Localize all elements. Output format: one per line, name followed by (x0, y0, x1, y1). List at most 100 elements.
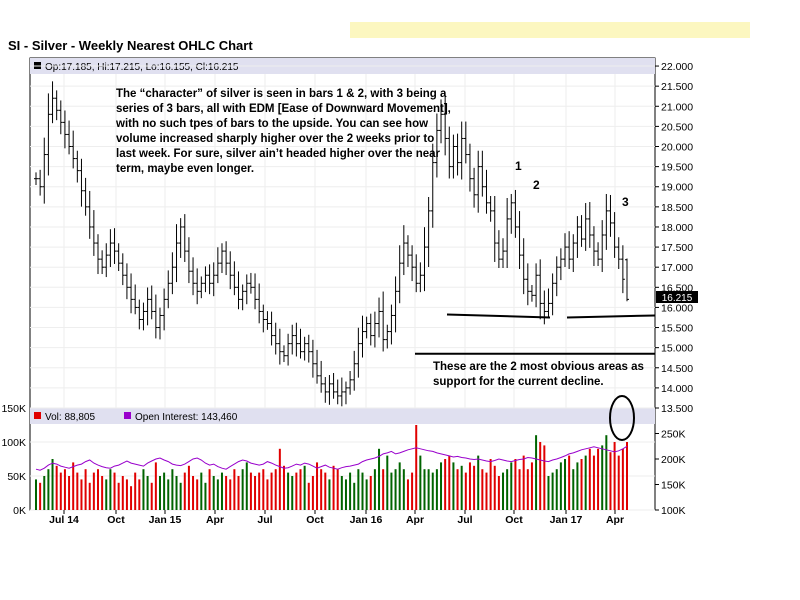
bar-label-2: 2 (533, 178, 540, 192)
volume-bar (262, 469, 265, 510)
ohlc-bar (521, 238, 526, 295)
ohlc-bar (434, 113, 439, 178)
volume-bar (187, 465, 190, 510)
volume-bar (530, 462, 533, 510)
volume-bar (249, 472, 252, 510)
ohlc-bar (397, 245, 402, 304)
volume-bar (311, 476, 314, 510)
ohlc-bar (302, 336, 307, 361)
volume-bar (183, 472, 186, 510)
last-price-label: 16.215 (662, 293, 693, 304)
ohlc-bar (290, 324, 295, 355)
volume-bar (179, 482, 182, 510)
price-y-tick-label: 17.500 (661, 242, 693, 254)
annotation-main: The “character” of silver is seen in bar… (116, 88, 451, 175)
volume-bar (613, 442, 616, 510)
ohlc-bar (298, 328, 303, 359)
x-tick-label: Jan 16 (350, 514, 383, 526)
volume-bar (175, 476, 178, 510)
volume-y-tick-label: 50K (7, 471, 26, 483)
oi-y-tick-label: 250K (661, 429, 686, 441)
ohlc-bar (352, 350, 357, 391)
volume-bar (125, 479, 128, 510)
ohlc-bar (145, 287, 150, 326)
ohlc-bar (546, 288, 551, 319)
ohlc-bar (327, 375, 332, 405)
price-y-tick-label: 20.000 (661, 142, 693, 154)
volume-bar (477, 455, 480, 510)
ohlc-bar (42, 137, 47, 204)
ohlc-bar (100, 250, 105, 275)
ohlc-bar (430, 143, 435, 228)
ohlc-bar (534, 263, 539, 308)
volume-bar (592, 455, 595, 510)
ohlc-bar (616, 237, 621, 270)
volume-bar (539, 442, 542, 510)
annotation-support: These are the 2 most obvious areas as su… (433, 361, 644, 388)
ohlc-bar (244, 274, 249, 305)
volume-bar (535, 435, 538, 510)
ohlc-bar (579, 215, 584, 247)
ohlc-bar (157, 307, 162, 340)
volume-bar (254, 476, 257, 510)
volume-bar (526, 469, 529, 510)
volume-bar (130, 486, 133, 510)
ohlc-bar (529, 284, 534, 302)
ohlc-bar (286, 333, 291, 366)
ohlc-bar (112, 228, 117, 264)
volume-bar (626, 442, 628, 510)
ohlc-bar (186, 237, 191, 284)
ohlc-bar (571, 234, 576, 273)
ohlc-bar (389, 304, 394, 345)
ohlc-bar (191, 257, 196, 296)
ohlc-bar (203, 266, 208, 293)
volume-bar (200, 472, 203, 510)
volume-bar (448, 455, 451, 510)
x-tick-label: Oct (306, 514, 324, 526)
x-tick-label: Jul (457, 514, 472, 526)
ohlc-bar (75, 150, 80, 183)
ohlc-bar (91, 210, 96, 256)
volume-bar (365, 479, 368, 510)
volume-bar (415, 425, 418, 510)
volume-bar (303, 465, 306, 510)
ohlc-bar (443, 95, 448, 156)
x-tick-label: Jul (257, 514, 272, 526)
volume-bar (307, 482, 310, 510)
volume-bar (63, 469, 66, 510)
price-y-tick-label: 16.000 (661, 302, 693, 314)
volume-header-bar (30, 408, 655, 424)
ohlc-bar (459, 121, 464, 180)
oi-y-tick-label: 150K (661, 480, 686, 492)
price-y-tick-label: 15.000 (661, 343, 693, 355)
volume-bar (88, 482, 91, 510)
volume-bar (258, 472, 261, 510)
ohlc-bar (331, 373, 336, 399)
ohlc-bar (62, 110, 67, 149)
volume-bar (204, 482, 207, 510)
volume-bar (489, 459, 492, 510)
volume-bar (80, 479, 83, 510)
ohlc-bar (335, 379, 340, 405)
ohlc-bar (269, 311, 274, 346)
ohlc-bar (467, 143, 472, 192)
ohlc-bar (281, 345, 286, 363)
volume-gridlines (30, 407, 655, 511)
ohlc-bar (418, 262, 423, 293)
ohlc-bar (199, 276, 204, 299)
price-y-tick-label: 22.000 (661, 61, 693, 73)
ohlc-bar (50, 81, 55, 124)
ohlc-bar (368, 313, 373, 346)
ohlc-bar (600, 220, 605, 273)
ohlc-bar (377, 297, 382, 338)
volume-bar (171, 469, 174, 510)
price-gridlines (30, 65, 655, 409)
ohlc-bar (575, 216, 580, 258)
volume-bar (411, 472, 414, 510)
price-y-tick-label: 19.000 (661, 182, 693, 194)
x-tick-label: Oct (107, 514, 125, 526)
price-y-tick-label: 13.500 (661, 403, 693, 415)
volume-bar (427, 469, 430, 510)
ohlc-bar (120, 253, 125, 286)
x-tick-label: Apr (406, 514, 424, 526)
